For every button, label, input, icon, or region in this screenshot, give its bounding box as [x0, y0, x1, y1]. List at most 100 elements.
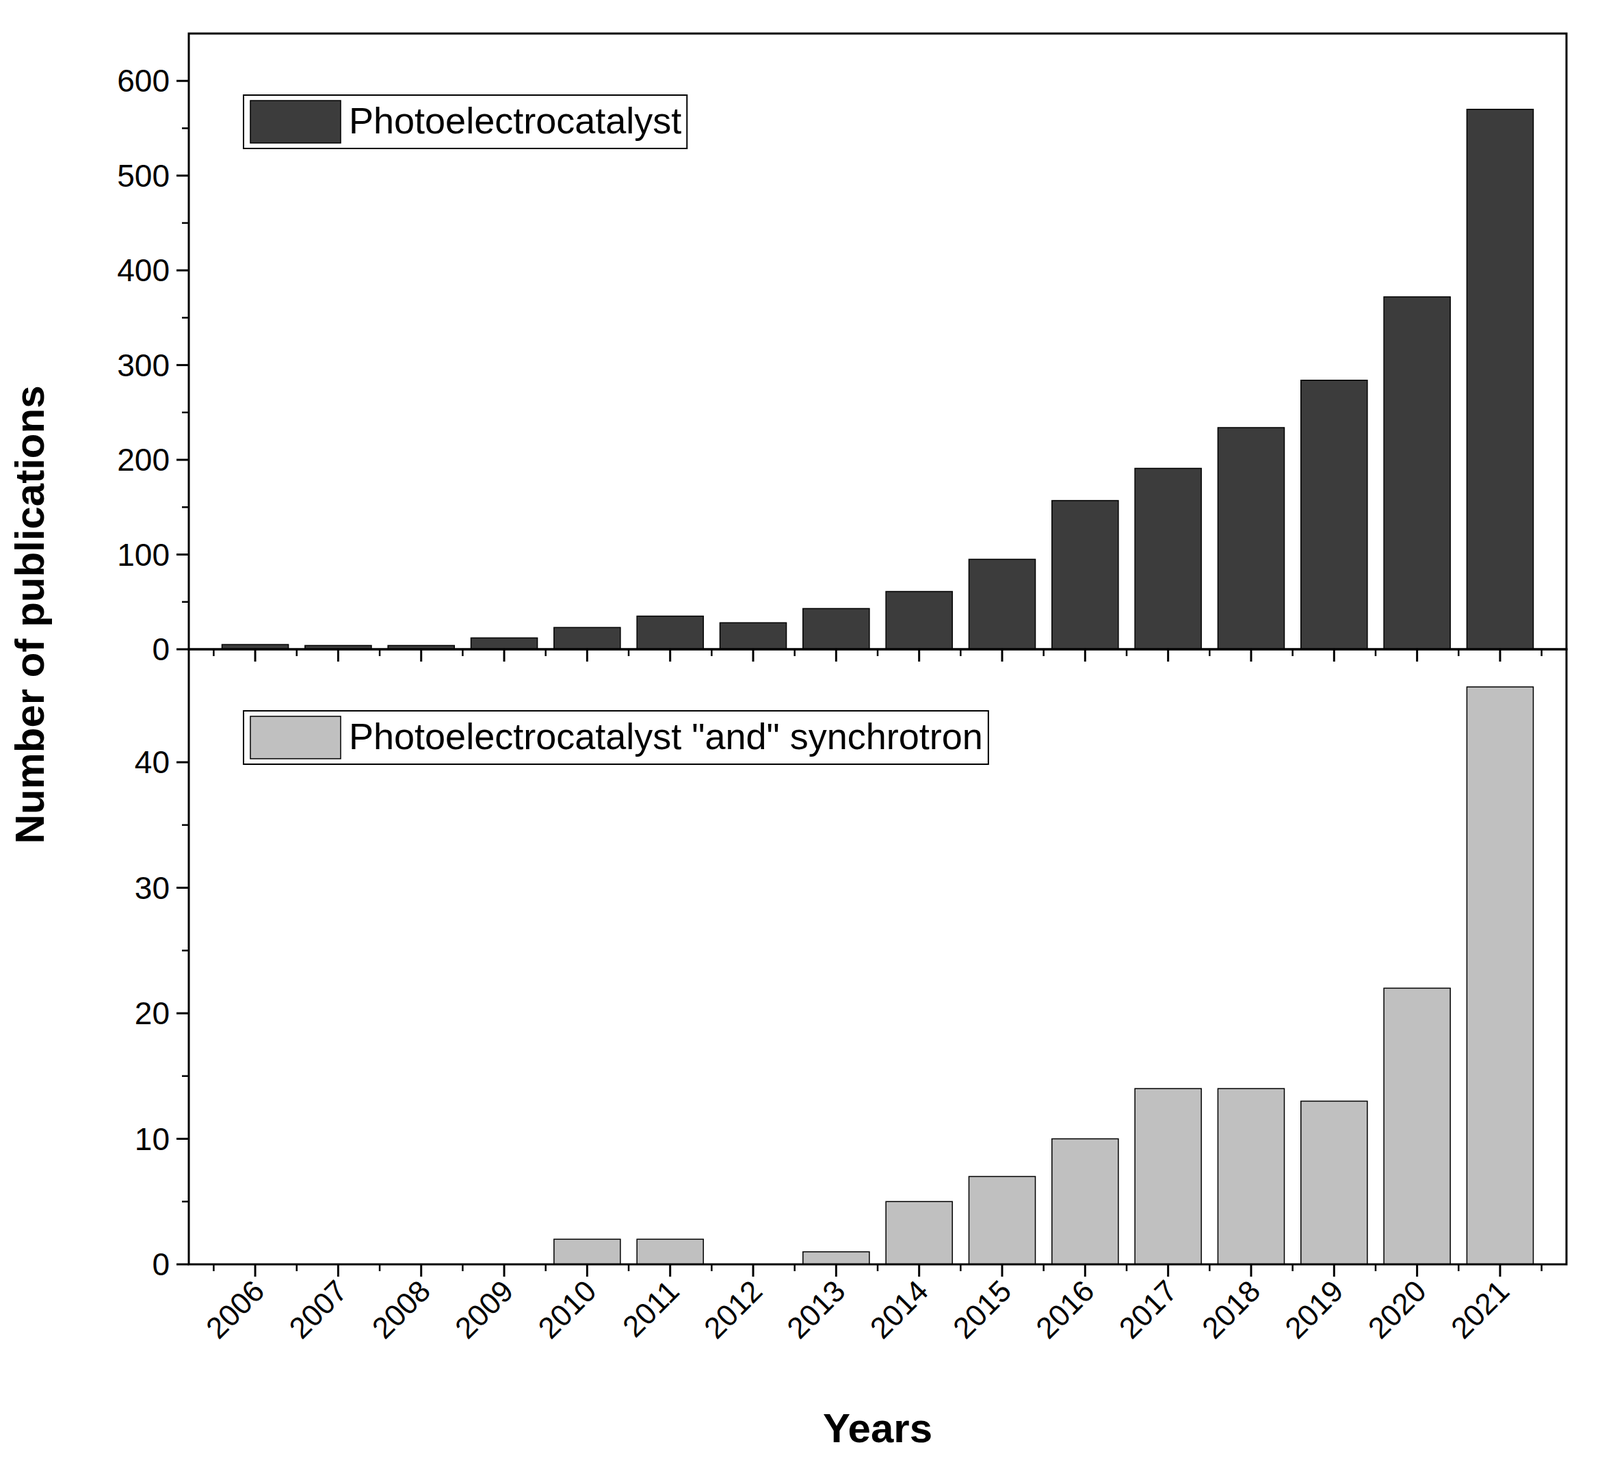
y-tick-label: 0: [151, 631, 170, 667]
panel-0: 0100200300400500600Photoelectrocatalyst: [116, 33, 1567, 667]
y-tick-label: 20: [134, 995, 170, 1031]
bar: [968, 1176, 1035, 1265]
y-tick-label: 30: [134, 870, 170, 906]
x-minor-tick: [710, 1264, 713, 1271]
x-tick: [835, 649, 838, 662]
x-minor-tick: [627, 1264, 631, 1271]
bars: [554, 686, 1534, 1265]
y-tick-label: 600: [116, 62, 170, 99]
y-minor-tick: [181, 1200, 189, 1203]
y-tick-label: 0: [151, 1246, 170, 1282]
x-tick: [669, 649, 672, 662]
x-tick: [420, 1264, 423, 1277]
bar: [885, 1201, 953, 1265]
x-tick: [503, 1264, 506, 1277]
bar: [1134, 1088, 1202, 1265]
bar: [636, 1238, 704, 1265]
y-minor-tick: [181, 824, 189, 827]
x-tick: [1166, 649, 1170, 662]
x-tick-label: 2010: [531, 1273, 603, 1345]
legend-label: Photoelectrocatalyst: [348, 99, 682, 141]
x-minor-tick: [959, 1264, 962, 1271]
x-tick: [1249, 649, 1252, 662]
y-axis-title: Number of publications: [6, 385, 53, 844]
bar: [1301, 1100, 1368, 1265]
x-tick: [254, 649, 257, 662]
x-tick-label: 2007: [282, 1273, 354, 1345]
y-tick-label: 300: [116, 347, 170, 384]
y-tick: [176, 458, 189, 462]
x-minor-tick: [212, 1264, 215, 1271]
x-tick: [337, 1264, 340, 1277]
plot-frame: [188, 649, 1567, 1265]
x-tick: [1084, 649, 1087, 662]
x-tick-label: 2020: [1361, 1273, 1433, 1345]
y-tick: [176, 648, 189, 651]
x-tick: [1000, 1264, 1003, 1277]
x-tick: [835, 1264, 838, 1277]
bar: [1301, 380, 1368, 650]
x-minor-tick: [1457, 1264, 1460, 1271]
legend: Photoelectrocatalyst: [243, 95, 687, 149]
bar: [1217, 1088, 1284, 1265]
bars: [222, 109, 1534, 650]
x-tick-label: 2019: [1278, 1273, 1350, 1345]
x-tick-label: 2016: [1029, 1273, 1101, 1345]
x-tick-label: 2009: [448, 1273, 520, 1345]
legend-box: [243, 95, 687, 149]
bar: [719, 622, 786, 650]
x-minor-tick: [1208, 1264, 1211, 1271]
x-tick: [669, 1264, 672, 1277]
y-tick: [176, 174, 189, 177]
y-tick: [176, 363, 189, 366]
figure: 0100200300400500600PhotoelectrocatalystN…: [0, 0, 1600, 1460]
x-tick: [1498, 1264, 1501, 1277]
bar: [1466, 686, 1533, 1265]
x-tick: [503, 649, 506, 662]
plot-frame: [188, 33, 1567, 650]
bar: [1217, 427, 1284, 650]
bar: [968, 558, 1035, 650]
bar: [1383, 987, 1451, 1265]
x-tick: [917, 649, 921, 662]
y-tick-label: 200: [116, 441, 170, 478]
x-tick: [586, 649, 589, 662]
y-minor-tick: [181, 949, 189, 952]
bar: [1383, 296, 1451, 650]
x-tick: [917, 1264, 921, 1277]
x-minor-tick: [793, 1264, 796, 1271]
y-tick-label: 10: [134, 1121, 170, 1157]
x-tick: [1000, 649, 1003, 662]
y-tick: [176, 269, 189, 272]
bar: [636, 616, 704, 650]
x-tick-label: 2012: [697, 1273, 769, 1345]
x-tick: [1333, 1264, 1336, 1277]
x-tick-label: 2006: [199, 1273, 271, 1345]
legend-swatch: [250, 716, 341, 759]
bar: [1134, 468, 1202, 650]
panel-1: 0102030402006200720082009201020112012201…: [134, 649, 1567, 1345]
x-tick: [752, 649, 755, 662]
y-minor-tick: [181, 601, 189, 604]
x-minor-tick: [461, 1264, 464, 1271]
y-tick: [176, 80, 189, 83]
bar: [803, 608, 870, 650]
x-tick-label: 2017: [1112, 1273, 1184, 1345]
bar: [554, 1238, 621, 1265]
x-tick: [1166, 1264, 1170, 1277]
x-tick: [337, 649, 340, 662]
y-minor-tick: [181, 222, 189, 225]
x-tick-label: 2011: [615, 1273, 686, 1344]
x-tick-label: 2021: [1444, 1273, 1516, 1345]
legend: Photoelectrocatalyst "and" synchrotron: [243, 710, 989, 765]
x-minor-tick: [1374, 1264, 1377, 1271]
x-tick: [1415, 649, 1419, 662]
x-tick: [752, 1264, 755, 1277]
y-tick-label: 40: [134, 744, 170, 780]
x-minor-tick: [1042, 1264, 1045, 1271]
x-tick: [1415, 1264, 1419, 1277]
x-tick: [1333, 649, 1336, 662]
x-tick: [1249, 1264, 1252, 1277]
bar: [803, 1251, 870, 1265]
bar: [554, 627, 621, 650]
